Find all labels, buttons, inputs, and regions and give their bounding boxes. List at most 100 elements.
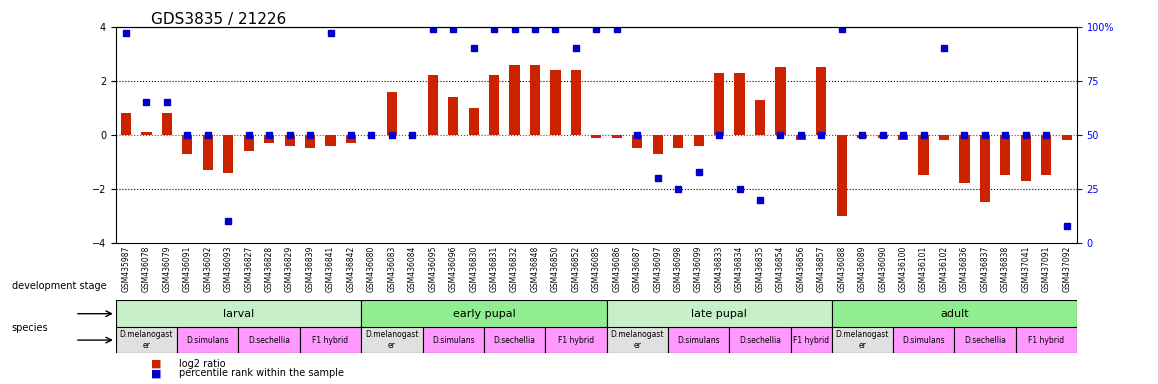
Bar [305,135,315,148]
Bar [1001,135,1011,175]
Text: development stage: development stage [12,281,107,291]
Text: GSM436848: GSM436848 [530,246,540,292]
Bar [427,76,438,135]
Text: D.melanogast
er: D.melanogast er [610,330,664,350]
Text: GSM436092: GSM436092 [204,246,212,292]
Bar [346,135,357,143]
Text: GSM436829: GSM436829 [285,246,294,292]
Text: GSM436856: GSM436856 [797,246,805,292]
Text: GSM436079: GSM436079 [162,246,171,292]
Text: GDS3835 / 21226: GDS3835 / 21226 [151,12,286,26]
Bar [177,327,239,353]
Bar [223,135,234,173]
Text: GSM436096: GSM436096 [448,246,457,292]
Bar [959,135,969,184]
Text: larval: larval [222,309,254,319]
Bar [592,135,601,137]
Text: GSM436085: GSM436085 [592,246,601,292]
Bar [791,327,831,353]
Text: GSM437091: GSM437091 [1042,246,1050,292]
Text: GSM436852: GSM436852 [571,246,580,292]
Text: GSM436084: GSM436084 [408,246,417,292]
Text: GSM436833: GSM436833 [714,246,724,292]
Text: GSM436100: GSM436100 [899,246,908,292]
Bar [653,135,662,154]
Text: F1 hybrid: F1 hybrid [1028,336,1064,344]
Text: GSM436832: GSM436832 [510,246,519,292]
Text: D.sechellia: D.sechellia [739,336,780,344]
Text: GSM436091: GSM436091 [183,246,192,292]
Text: GSM436102: GSM436102 [939,246,948,292]
Bar [816,67,827,135]
Bar [423,327,484,353]
Text: D.melanogast
er: D.melanogast er [119,330,174,350]
Bar [878,135,888,137]
Text: GSM436842: GSM436842 [346,246,356,292]
Bar [510,65,520,135]
Text: GSM436098: GSM436098 [674,246,683,292]
Bar [530,65,540,135]
Bar [545,327,607,353]
Bar [239,327,300,353]
Bar [897,135,908,140]
Text: GSM436099: GSM436099 [694,246,703,292]
Bar [571,70,581,135]
Bar [484,327,545,353]
Bar [162,113,173,135]
Bar [300,327,361,353]
Bar [980,135,990,202]
Bar [632,135,643,148]
Text: D.simulans: D.simulans [186,336,229,344]
Bar [550,70,560,135]
Bar [469,108,478,135]
Bar [1062,135,1072,140]
Bar [203,135,213,170]
Text: GSM436836: GSM436836 [960,246,969,292]
Bar [714,73,724,135]
Bar [1041,135,1051,175]
Text: GSM436089: GSM436089 [858,246,866,292]
Bar [607,327,668,353]
Text: F1 hybrid: F1 hybrid [558,336,594,344]
Bar [116,327,177,353]
Text: ■: ■ [151,368,161,378]
Bar [264,135,274,143]
Text: adult: adult [940,309,968,319]
Bar [857,135,867,137]
Bar [116,301,361,327]
Text: GSM435987: GSM435987 [122,246,131,292]
Text: F1 hybrid: F1 hybrid [793,336,829,344]
Text: percentile rank within the sample: percentile rank within the sample [179,368,344,378]
Bar [755,100,765,135]
Text: GSM436857: GSM436857 [816,246,826,292]
Bar [285,135,295,146]
Text: GSM436831: GSM436831 [490,246,499,292]
Bar [325,135,336,146]
Text: D.sechellia: D.sechellia [493,336,535,344]
Bar [448,97,459,135]
Text: GSM436838: GSM436838 [1001,246,1010,292]
Bar [611,135,622,137]
Bar [120,113,131,135]
Text: GSM436080: GSM436080 [367,246,376,292]
Bar [673,135,683,148]
Text: D.melanogast
er: D.melanogast er [835,330,889,350]
Text: D.melanogast
er: D.melanogast er [365,330,419,350]
Text: GSM436088: GSM436088 [837,246,846,292]
Bar [831,301,1077,327]
Text: GSM436093: GSM436093 [223,246,233,292]
Bar [182,135,192,154]
Text: GSM436854: GSM436854 [776,246,785,292]
Text: ■: ■ [151,359,161,369]
Bar [893,327,954,353]
Bar [730,327,791,353]
Text: F1 hybrid: F1 hybrid [313,336,349,344]
Text: GSM436095: GSM436095 [428,246,438,292]
Text: GSM436087: GSM436087 [632,246,642,292]
Text: GSM436830: GSM436830 [469,246,478,292]
Text: GSM436097: GSM436097 [653,246,662,292]
Bar [954,327,1016,353]
Bar [776,67,785,135]
Bar [796,135,806,140]
Text: log2 ratio: log2 ratio [179,359,226,369]
